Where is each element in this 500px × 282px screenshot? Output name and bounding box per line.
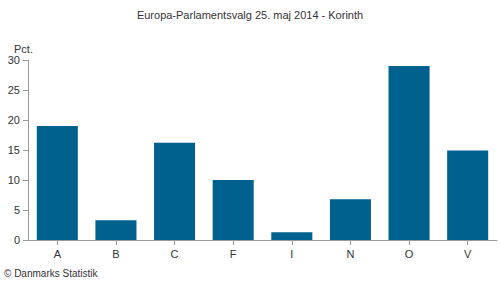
svg-text:10: 10 [8,174,20,186]
svg-text:Europa-Parlamentsvalg 25. maj: Europa-Parlamentsvalg 25. maj 2014 - Kor… [137,9,363,21]
svg-text:0: 0 [14,234,20,246]
svg-text:F: F [230,248,237,260]
svg-text:O: O [405,248,414,260]
svg-text:30: 30 [8,54,20,66]
svg-text:I: I [290,248,293,260]
svg-text:25: 25 [8,84,20,96]
svg-text:15: 15 [8,144,20,156]
svg-text:5: 5 [14,204,20,216]
svg-text:B: B [112,248,119,260]
svg-text:C: C [171,248,179,260]
svg-text:N: N [346,248,354,260]
svg-text:V: V [464,248,472,260]
svg-text:© Danmarks Statistik: © Danmarks Statistik [4,268,99,279]
svg-text:20: 20 [8,114,20,126]
svg-text:A: A [54,248,62,260]
svg-text:Pct.: Pct. [14,43,33,55]
